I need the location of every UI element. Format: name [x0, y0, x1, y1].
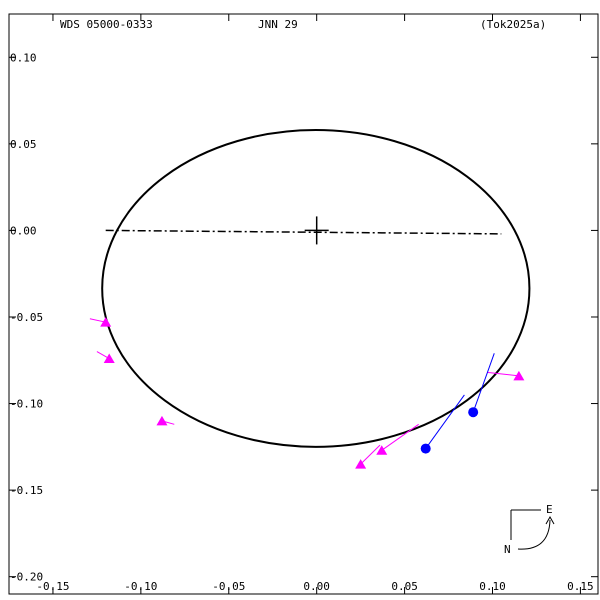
y-tick-label: 0.10	[10, 51, 37, 64]
header-right: (Tok2025a)	[480, 18, 546, 31]
x-tick-label: 0.10	[479, 580, 506, 593]
y-tick-label: 0.00	[10, 224, 37, 237]
observation-circle	[468, 407, 479, 418]
x-tick-label: 0.05	[391, 580, 418, 593]
compass: E N	[504, 503, 555, 556]
x-tick-label: -0.10	[124, 580, 157, 593]
observation-triangle	[376, 445, 388, 455]
orbit-ellipse	[101, 129, 531, 448]
x-tick-label: -0.15	[36, 580, 69, 593]
residual-line	[360, 444, 381, 465]
observation-triangle	[156, 415, 168, 426]
plot-frame	[8, 13, 599, 595]
x-tick-label: -0.05	[212, 580, 245, 593]
compass-arrowhead-icon	[545, 515, 555, 525]
y-tick-label: 0.05	[10, 138, 37, 151]
compass-north-label: N	[504, 543, 511, 556]
y-tick-label: -0.05	[10, 311, 43, 324]
observation-triangle	[100, 317, 112, 327]
observation-triangle	[513, 370, 525, 381]
observation-triangle	[103, 353, 115, 364]
compass-east-label: E	[546, 503, 553, 516]
primary-star-cross	[304, 216, 329, 245]
observations	[89, 317, 525, 469]
observation-circle	[420, 443, 431, 454]
header-left: WDS 05000-0333	[60, 18, 153, 31]
residual-line	[425, 394, 465, 449]
header-center: JNN 29	[258, 18, 298, 31]
residual-line	[472, 353, 495, 413]
line-of-nodes	[105, 229, 502, 235]
residual-line	[487, 371, 519, 377]
x-tick-label: 0.15	[567, 580, 594, 593]
observation-triangle	[355, 459, 367, 469]
y-tick-label: -0.10	[10, 398, 43, 411]
residual-line	[89, 318, 106, 323]
y-axis-ticks: 0.10 0.05 0.00 -0.05 -0.10 -0.15 -0.20	[9, 51, 598, 584]
x-axis-ticks: -0.15 -0.10 -0.05 0.00 0.05 0.10 0.15	[36, 14, 594, 594]
y-tick-label: -0.15	[10, 484, 43, 497]
residual-line	[381, 423, 419, 451]
compass-arrow-icon	[517, 519, 551, 550]
x-tick-label: 0.00	[303, 580, 330, 593]
y-tick-label: -0.20	[10, 571, 43, 584]
